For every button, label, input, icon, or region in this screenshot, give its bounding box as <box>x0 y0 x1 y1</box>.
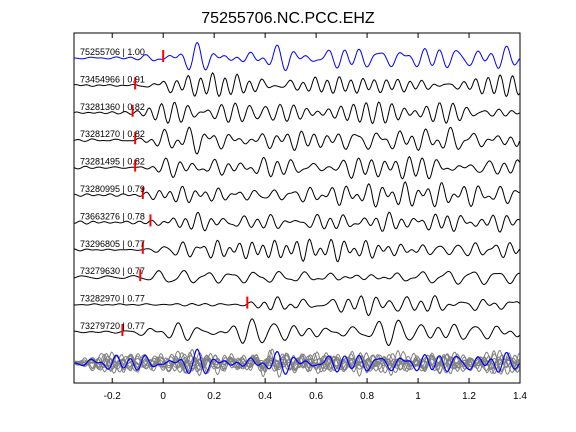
stack-trace-7 <box>73 350 520 374</box>
trace-label-3: 73281270 | 0.82 <box>80 129 145 139</box>
x-tick-label-7: 1.2 <box>462 391 476 402</box>
traces <box>73 41 520 347</box>
trace-label-7: 73296805 | 0.77 <box>80 239 145 249</box>
trace-7 <box>73 238 520 263</box>
trace-label-8: 73279630 | 0.77 <box>80 266 145 276</box>
x-tick-label-3: 0.4 <box>258 391 272 402</box>
x-tick-label-1: 0 <box>160 391 166 402</box>
trace-6 <box>74 211 520 233</box>
plot-area: 75255706 | 1.00 73454966 | 0.91 73281360 |… <box>73 32 527 402</box>
stack-panel <box>73 348 520 378</box>
stack-trace-9 <box>74 351 520 375</box>
trace-label-9: 73282970 | 0.77 <box>80 294 145 304</box>
x-tick-label-4: 0.6 <box>309 391 323 402</box>
stack-reference-trace <box>73 348 520 375</box>
x-tick-label-5: 0.8 <box>360 391 374 402</box>
trace-10 <box>74 318 520 347</box>
trace-5 <box>73 181 520 208</box>
axes-box <box>73 32 521 384</box>
trace-label-0: 75255706 | 1.00 <box>80 47 145 57</box>
trace-9 <box>74 294 520 317</box>
trace-8 <box>73 269 520 286</box>
x-tick-label-8: 1.4 <box>513 391 527 402</box>
x-tick-label-6: 1 <box>415 391 421 402</box>
trace-labels: 75255706 | 1.00 73454966 | 0.91 73281360 |… <box>80 47 145 331</box>
trace-4 <box>73 155 520 180</box>
trace-label-4: 73281495 | 0.82 <box>80 157 145 167</box>
chart-title: 75255706.NC.PCC.EHZ <box>201 10 375 27</box>
trace-1 <box>73 71 520 98</box>
picks <box>121 50 249 336</box>
trace-0 <box>73 41 520 72</box>
trace-label-1: 73454966 | 0.91 <box>80 74 145 84</box>
x-tick-label-0: -0.2 <box>104 391 122 402</box>
trace-label-5: 73280995 | 0.79 <box>80 184 145 194</box>
trace-2 <box>73 101 520 125</box>
trace-label-10: 73279720 | 0.77 <box>80 321 145 331</box>
trace-label-6: 73663276 | 0.78 <box>80 211 145 221</box>
trace-label-2: 73281360 | 0.82 <box>80 102 145 112</box>
x-tick-label-2: 0.2 <box>207 391 221 402</box>
trace-3 <box>73 126 520 155</box>
x-axis: -0.2 0 0.2 0.4 0.6 0.8 1 1.2 1.4 <box>104 33 527 402</box>
